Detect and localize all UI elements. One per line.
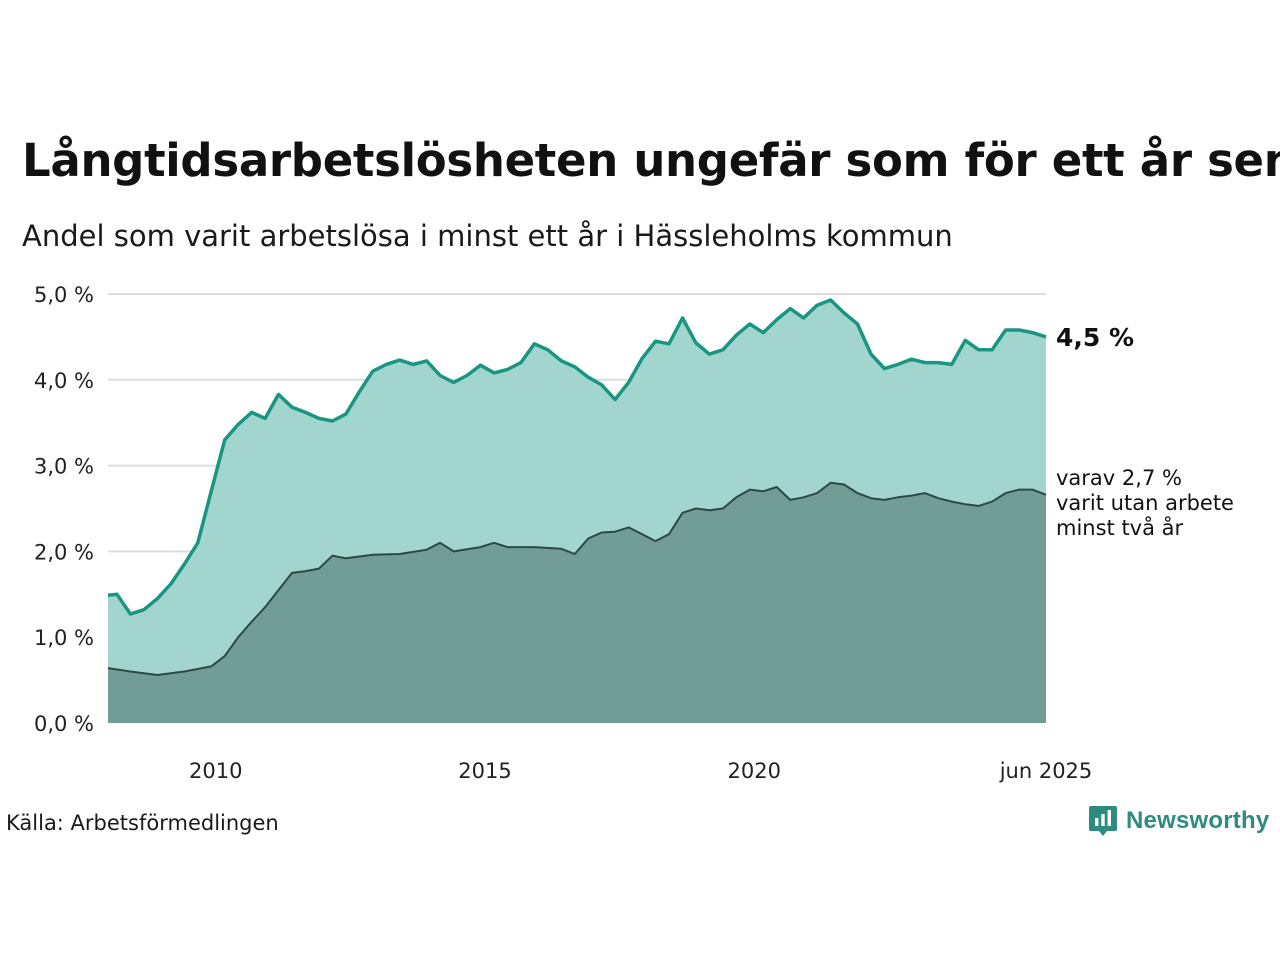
total-series-line bbox=[107, 298, 1047, 616]
y-tick-label: 3,0 % bbox=[34, 455, 94, 479]
y-tick-label: 1,0 % bbox=[34, 626, 94, 650]
x-tick-label: jun 2025 bbox=[999, 759, 1093, 783]
axis-labels: 0,0 % 1,0 % 2,0 % 3,0 % 4,0 % 5,0 % 2010 2015 20… bbox=[34, 283, 1092, 783]
long-term-series-line bbox=[107, 481, 1047, 676]
newsworthy-logo-icon bbox=[1089, 806, 1117, 836]
x-tick-label: 2015 bbox=[458, 759, 511, 783]
long-term-end-label: varav 2,7 % bbox=[1056, 466, 1182, 490]
long-term-series-area bbox=[108, 482, 1046, 723]
y-tick-label: 0,0 % bbox=[34, 712, 94, 736]
long-term-end-label: varit utan arbete bbox=[1056, 491, 1234, 515]
chart: 0,0 % 1,0 % 2,0 % 3,0 % 4,0 % 5,0 % 2010 2015 20… bbox=[34, 283, 1234, 783]
x-tick-label: 2010 bbox=[189, 759, 242, 783]
chart-title: Långtidsarbetslösheten ungefär som för e… bbox=[22, 134, 1280, 187]
source-note: Källa: Arbetsförmedlingen bbox=[6, 811, 279, 835]
y-tick-label: 5,0 % bbox=[34, 283, 94, 307]
area-layer bbox=[107, 298, 1047, 723]
brand-logo[interactable]: Newsworthy bbox=[1088, 804, 1269, 838]
x-tick-label: 2020 bbox=[728, 759, 781, 783]
long-term-end-label: minst två år bbox=[1056, 515, 1184, 540]
total-end-label: 4,5 % bbox=[1056, 323, 1134, 352]
y-tick-label: 4,0 % bbox=[34, 369, 94, 393]
chart-subtitle: Andel som varit arbetslösa i minst ett å… bbox=[22, 219, 953, 253]
brand-name: Newsworthy bbox=[1126, 807, 1270, 834]
y-tick-label: 2,0 % bbox=[34, 540, 94, 564]
